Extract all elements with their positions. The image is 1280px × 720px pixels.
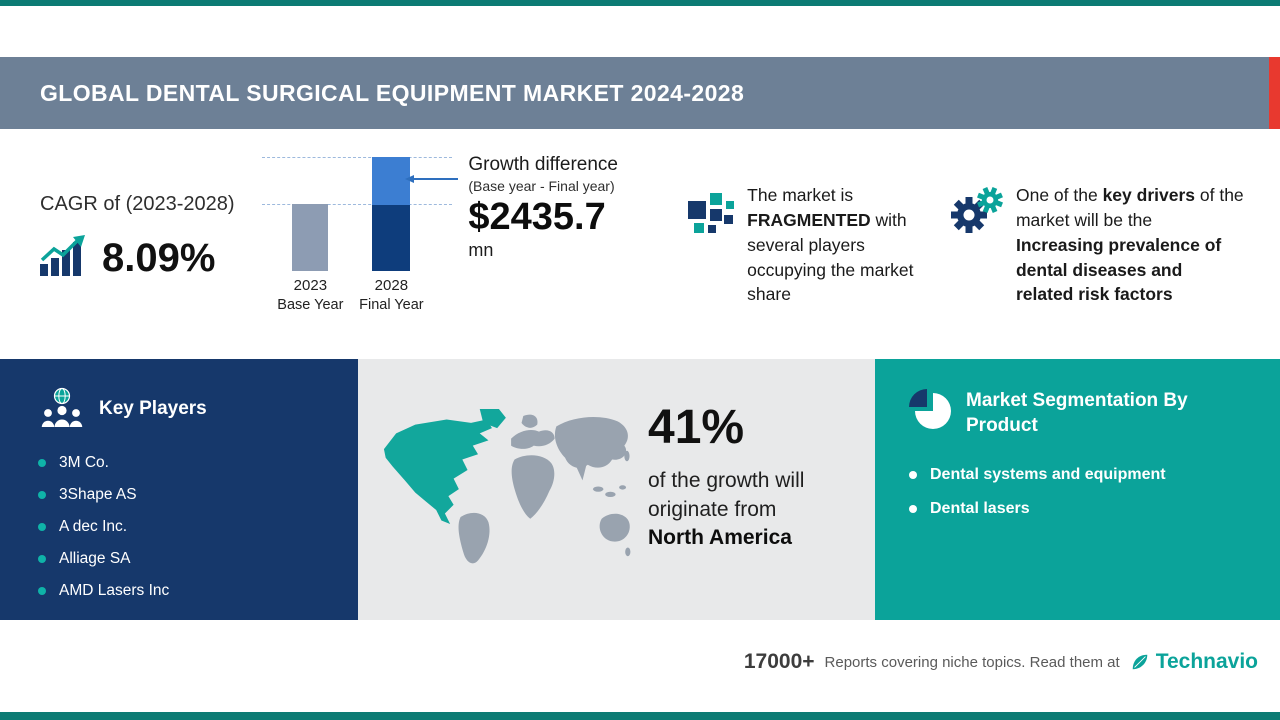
bottom-accent-bar [0, 712, 1280, 720]
bullet-dot [38, 523, 46, 531]
market-structure-text: The market is FRAGMENTED with several pl… [747, 185, 914, 305]
growth-difference-block: 2023 Base Year 2028 Final Year Growth di… [262, 154, 658, 359]
technavio-logo[interactable]: Technavio [1130, 650, 1258, 674]
bullet-dot [909, 505, 917, 514]
mosaic-squares-icon [686, 187, 735, 359]
market-structure-block: The market is FRAGMENTED with several pl… [686, 183, 919, 359]
growth-difference-unit: mn [468, 239, 494, 260]
bar-chart-growth-icon [40, 235, 85, 276]
list-item: Alliage SA [38, 543, 334, 575]
north-america-region [383, 418, 492, 524]
cagr-label: CAGR of (2023-2028) [40, 193, 235, 215]
exploded-pie-icon [909, 389, 951, 429]
bullet-dot [38, 555, 46, 563]
growth-difference-value: $2435.7 [468, 196, 606, 238]
dashed-guide-mid [262, 204, 453, 205]
list-item: A dec Inc. [38, 511, 334, 543]
bullet-dot [38, 587, 46, 595]
footer-note: Reports covering niche topics. Read them… [824, 653, 1120, 671]
gears-icon [947, 187, 1003, 359]
growth-difference-subtitle: (Base year - Final year) [468, 178, 615, 194]
red-accent-stripe [1269, 57, 1280, 129]
people-globe-icon [41, 387, 83, 427]
growth-pointer-arrow [405, 175, 459, 183]
middle-band: Key Players 3M Co. 3Shape AS A dec Inc. … [0, 359, 1280, 620]
final-year-bar [372, 157, 411, 271]
growth-difference-title: Growth difference [468, 154, 618, 175]
list-item: 3M Co. [38, 447, 334, 479]
region-name: North America [648, 526, 792, 550]
key-players-list: 3M Co. 3Shape AS A dec Inc. Alliage SA A… [38, 447, 334, 607]
final-year-axis-label: 2028 Final Year [359, 277, 424, 313]
world-map [383, 408, 631, 563]
key-players-title: Key Players [99, 397, 207, 419]
top-spacer [0, 6, 1280, 57]
reports-count: 17000+ [743, 650, 815, 673]
footer: 17000+ Reports covering niche topics. Re… [0, 620, 1280, 704]
cagr-block: CAGR of (2023-2028) 8.09% [40, 193, 235, 359]
growth-share-percent: 41% [648, 401, 745, 455]
regional-growth-text: 41% of the growth will originate from No… [648, 400, 804, 552]
list-item: Dental lasers [909, 492, 1254, 526]
title-banner: GLOBAL DENTAL SURGICAL EQUIPMENT MARKET … [0, 57, 1280, 129]
page-title: GLOBAL DENTAL SURGICAL EQUIPMENT MARKET … [40, 79, 745, 106]
list-item: Dental systems and equipment [909, 458, 1254, 492]
key-driver-block: One of the key drivers of the market wil… [947, 183, 1244, 359]
key-driver-text: One of the key drivers of the market wil… [1015, 185, 1244, 305]
brand-name: Technavio [1155, 650, 1258, 673]
list-item: AMD Lasers Inc [38, 575, 334, 607]
segmentation-panel: Market Segmentation By Product Dental sy… [875, 359, 1280, 620]
cagr-value: 8.09% [102, 236, 216, 280]
list-item: 3Shape AS [38, 479, 334, 511]
base-year-axis-label: 2023 Base Year [277, 277, 344, 313]
key-stats-row: CAGR of (2023-2028) 8.09% 2023 Base Year [0, 129, 1280, 359]
base-year-bar [292, 204, 329, 271]
bullet-dot [38, 491, 46, 499]
regional-growth-panel: 41% of the growth will originate from No… [358, 359, 875, 620]
top-accent-bar [0, 0, 1280, 6]
segmentation-title: Market Segmentation By Product [966, 390, 1188, 436]
dashed-guide-top [262, 157, 453, 158]
bullet-dot [38, 459, 46, 467]
segmentation-list: Dental systems and equipment Dental lase… [909, 458, 1254, 526]
key-players-panel: Key Players 3M Co. 3Shape AS A dec Inc. … [0, 359, 358, 620]
growth-bar-chart: 2023 Base Year 2028 Final Year [262, 157, 459, 319]
leaf-icon [1132, 654, 1147, 670]
bullet-dot [909, 471, 917, 480]
